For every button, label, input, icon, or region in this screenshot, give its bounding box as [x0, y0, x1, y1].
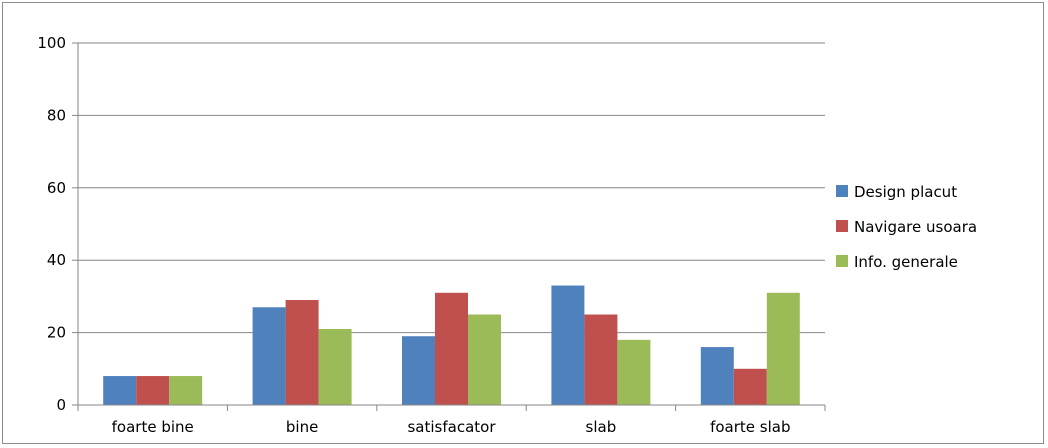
- bar-2-1: [252, 307, 286, 405]
- x-tick-label-2: bine: [286, 418, 318, 436]
- bar-3-2: [435, 292, 468, 405]
- bar-3-1: [402, 336, 435, 405]
- bar-1-2: [136, 376, 170, 405]
- legend-swatch-2: [836, 220, 848, 232]
- x-tick-label-5: foarte slab: [710, 418, 790, 436]
- x-tick-label-3: satisfacator: [407, 418, 496, 436]
- bar-5-3: [766, 292, 800, 405]
- gridlines: [78, 42, 825, 334]
- bar-1-3: [169, 376, 203, 405]
- bar-2-3: [318, 328, 352, 405]
- x-tick-labels: foarte bine bine satisfacator slab foarte sl…: [112, 418, 791, 436]
- legend-label-1: Design placut: [854, 183, 957, 201]
- bar-4-2: [584, 314, 618, 405]
- y-tick-label-80: 80: [47, 106, 66, 124]
- legend-label-3: Info. generale: [854, 253, 958, 271]
- axes: [72, 42, 826, 411]
- y-tick-label-60: 60: [47, 179, 66, 197]
- legend: Design placut Navigare usoara Info. genera…: [836, 183, 977, 271]
- bar-3-3: [468, 314, 501, 405]
- y-tick-label-40: 40: [47, 251, 66, 269]
- bar-2-2: [285, 300, 319, 405]
- y-tick-labels: 0 20 40 60 80 100: [37, 34, 66, 414]
- legend-swatch-3: [836, 255, 848, 267]
- bar-4-1: [551, 285, 585, 405]
- y-tick-label-0: 0: [56, 396, 66, 414]
- bars: [103, 285, 800, 405]
- x-tick-label-4: slab: [586, 418, 617, 436]
- legend-label-2: Navigare usoara: [854, 218, 977, 236]
- bar-5-1: [700, 347, 734, 405]
- y-tick-label-20: 20: [47, 324, 66, 342]
- y-tick-label-100: 100: [37, 34, 66, 52]
- bar-1-1: [103, 376, 137, 405]
- x-tick-label-1: foarte bine: [112, 418, 194, 436]
- legend-swatch-1: [836, 185, 848, 197]
- bar-5-2: [733, 368, 767, 405]
- bar-4-3: [617, 339, 651, 405]
